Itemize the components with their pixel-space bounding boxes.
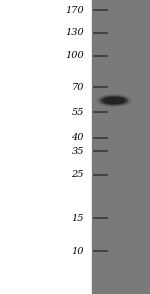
Text: 55: 55 <box>72 108 84 117</box>
Text: 10: 10 <box>72 247 84 256</box>
Bar <box>92 0 150 294</box>
Text: 70: 70 <box>72 83 84 92</box>
Text: 15: 15 <box>72 214 84 223</box>
Text: 35: 35 <box>72 147 84 156</box>
Text: 25: 25 <box>72 170 84 179</box>
Text: 100: 100 <box>65 51 84 60</box>
Bar <box>0 0 92 294</box>
Ellipse shape <box>98 95 130 106</box>
Text: 170: 170 <box>65 6 84 15</box>
Text: 40: 40 <box>72 133 84 142</box>
Text: 130: 130 <box>65 29 84 37</box>
Ellipse shape <box>100 96 127 105</box>
Ellipse shape <box>103 98 124 103</box>
